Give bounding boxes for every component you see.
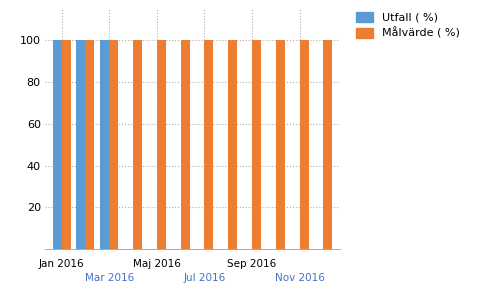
Bar [324, 40, 332, 249]
Bar [300, 40, 308, 249]
Text: Jul 2016: Jul 2016 [184, 273, 226, 283]
Bar [52, 40, 62, 249]
Text: Jan 2016: Jan 2016 [39, 259, 84, 269]
Bar [62, 40, 70, 249]
Bar [252, 40, 261, 249]
Bar [76, 40, 86, 249]
Bar [180, 40, 190, 249]
Bar [86, 40, 94, 249]
Bar [133, 40, 142, 249]
Legend: Utfall ( %), Målvärde ( %): Utfall ( %), Målvärde ( %) [353, 9, 463, 42]
Bar [228, 40, 237, 249]
Bar [109, 40, 118, 249]
Text: Nov 2016: Nov 2016 [274, 273, 324, 283]
Bar [100, 40, 109, 249]
Bar [204, 40, 214, 249]
Bar [276, 40, 285, 249]
Text: Maj 2016: Maj 2016 [133, 259, 181, 269]
Bar [157, 40, 166, 249]
Text: Sep 2016: Sep 2016 [228, 259, 276, 269]
Text: Mar 2016: Mar 2016 [84, 273, 134, 283]
